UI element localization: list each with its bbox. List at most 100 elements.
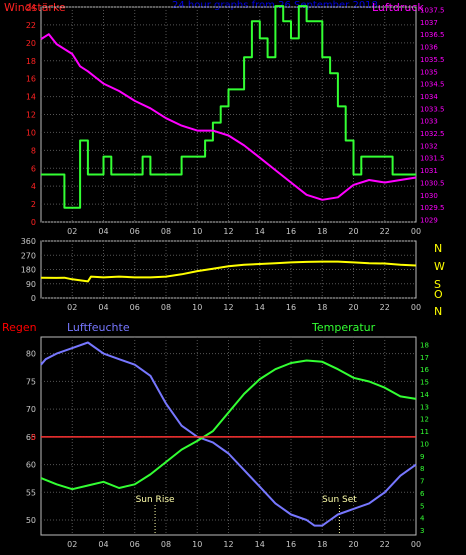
x-tick-label: 16 <box>286 540 296 549</box>
y-tick-label-right: 16 <box>420 366 429 374</box>
y-tick-label-left: 60 <box>26 461 36 470</box>
y-tick-label-right: 1037 <box>420 19 438 27</box>
y-tick-label-right: 6 <box>420 490 425 498</box>
x-tick-label: 06 <box>130 540 140 549</box>
y-tick-label-left: 2 <box>31 200 36 209</box>
y-tick-label-right: 13 <box>420 403 429 411</box>
rain-label: Regen <box>2 321 37 334</box>
y-tick-label-right: 1034 <box>420 93 438 101</box>
y-tick-label-right: 1030 <box>420 192 438 200</box>
compass-letters: N W S O N <box>434 242 445 318</box>
y-tick-label-right: 8 <box>420 465 424 473</box>
x-tick-label: 00 <box>411 227 421 236</box>
y-tick-label-right: 17 <box>420 354 429 362</box>
y-tick-label-left: 24 <box>26 3 36 12</box>
y-tick-label-left: 0 <box>31 294 36 303</box>
y-tick-label-left: 12 <box>26 111 36 120</box>
y-tick-label-right: 7 <box>420 478 424 486</box>
y-tick-label-right: 10 <box>420 440 429 448</box>
x-tick-label: 14 <box>255 227 265 236</box>
x-tick-label: 10 <box>192 303 202 312</box>
x-tick-label: 10 <box>192 540 202 549</box>
x-tick-label: 20 <box>348 227 358 236</box>
sunrise-label: Sun Rise <box>136 495 175 505</box>
y-tick-label-right: 1036 <box>420 44 438 52</box>
y-tick-label-right: 14 <box>420 391 429 399</box>
y-tick-label-left: 70 <box>26 405 36 414</box>
y-tick-label-left: 270 <box>21 251 36 260</box>
x-tick-label: 16 <box>286 303 296 312</box>
y-tick-label-left: 14 <box>26 93 36 102</box>
y-tick-label-left: 22 <box>26 21 36 30</box>
y-tick-label-right: 1037.5 <box>420 6 445 14</box>
y-tick-label-left: 4 <box>31 182 36 191</box>
y-tick-label-left: 75 <box>26 377 36 386</box>
x-tick-label: 10 <box>192 227 202 236</box>
sunset-label: Sun Set <box>322 495 357 505</box>
y-tick-label-left: 20 <box>26 39 36 48</box>
luftdruck-series-line <box>40 33 417 201</box>
humidity-label: Luftfeuchte <box>67 321 130 334</box>
y-tick-label-right: 12 <box>420 416 429 424</box>
chart-marks: 02 04 06 08 10 12 14 16 18 20 22 000246810121416182… <box>21 3 445 549</box>
y-tick-label-right: 11 <box>420 428 429 436</box>
x-tick-label: 04 <box>98 227 108 236</box>
x-tick-label: 14 <box>255 303 265 312</box>
y-tick-label-left: 18 <box>26 57 36 66</box>
x-tick-label: 02 <box>67 540 77 549</box>
x-tick-label: 02 <box>67 227 77 236</box>
y-tick-label-right: 1033 <box>420 118 438 126</box>
y-tick-label-right: 1031 <box>420 167 438 175</box>
y-tick-label-left: 8 <box>31 146 36 155</box>
y-tick-label-right: 1029.5 <box>420 204 445 212</box>
y-tick-label-right: 3 <box>420 527 424 535</box>
y-tick-label-left: 50 <box>26 516 36 525</box>
x-tick-label: 22 <box>380 540 390 549</box>
y-tick-label-right: 15 <box>420 379 429 387</box>
rain-tick-label: 0 <box>31 433 36 442</box>
y-tick-label-right: 4 <box>420 515 425 523</box>
x-tick-label: 08 <box>161 303 171 312</box>
y-tick-label-right: 18 <box>420 341 429 349</box>
temperatur-series-line <box>40 359 417 491</box>
x-tick-label: 12 <box>223 303 233 312</box>
x-tick-label: 00 <box>411 303 421 312</box>
y-tick-label-right: 1033.5 <box>420 105 445 113</box>
y-tick-label-left: 10 <box>26 128 36 137</box>
x-tick-label: 18 <box>317 540 327 549</box>
compass-s: S <box>434 278 441 291</box>
windstärke-series-line <box>41 5 416 209</box>
compass-n-top: N <box>434 242 442 255</box>
y-tick-label-left: 360 <box>21 237 36 246</box>
x-tick-label: 14 <box>255 540 265 549</box>
temperature-label: Temperatur <box>311 321 376 334</box>
x-tick-label: 04 <box>98 540 108 549</box>
y-tick-label-right: 1032 <box>420 142 438 150</box>
direction-series-line <box>40 260 417 283</box>
y-tick-label-right: 1036.5 <box>420 31 445 39</box>
y-tick-label-right: 1034.5 <box>420 81 445 89</box>
y-tick-label-left: 180 <box>21 266 36 275</box>
y-tick-label-right: 1029 <box>420 217 438 225</box>
x-tick-label: 12 <box>223 540 233 549</box>
x-tick-label: 12 <box>223 227 233 236</box>
x-tick-label: 04 <box>98 303 108 312</box>
x-tick-label: 18 <box>317 303 327 312</box>
y-tick-label-left: 55 <box>26 488 36 497</box>
x-tick-label: 22 <box>380 227 390 236</box>
y-tick-label-left: 90 <box>26 280 36 289</box>
wind-axis-title: Windstärke <box>4 1 66 14</box>
x-tick-label: 16 <box>286 227 296 236</box>
y-tick-label-right: 1035 <box>420 68 438 76</box>
y-tick-label-left: 6 <box>31 164 36 173</box>
y-tick-label-right: 5 <box>420 502 424 510</box>
y-tick-label-right: 1035.5 <box>420 56 445 64</box>
x-tick-label: 08 <box>161 540 171 549</box>
compass-n-bottom: N <box>434 305 442 318</box>
y-tick-label-right: 9 <box>420 453 424 461</box>
y-tick-label-left: 65 <box>26 433 36 442</box>
y-tick-label-left: 0 <box>31 218 36 227</box>
compass-w: W <box>434 260 445 273</box>
x-tick-label: 22 <box>380 303 390 312</box>
